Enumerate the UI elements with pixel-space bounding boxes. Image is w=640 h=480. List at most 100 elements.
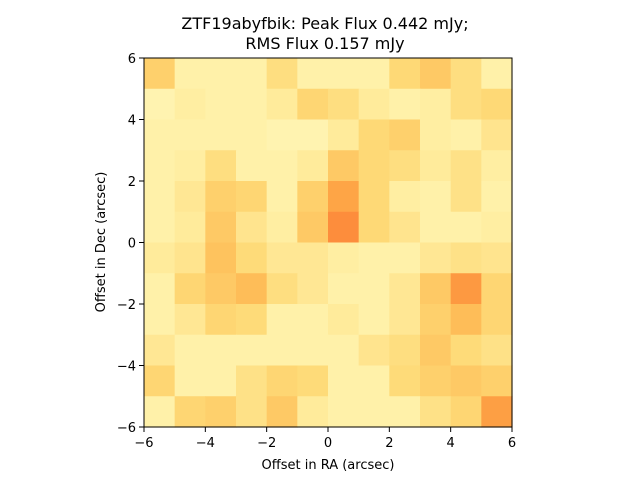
heatmap-cell [297, 88, 329, 121]
heatmap-cell [236, 273, 268, 305]
heatmap-cell [174, 304, 206, 336]
heatmap-cell [328, 273, 360, 305]
heatmap-cell [481, 304, 513, 336]
heatmap-cell [297, 58, 329, 90]
heatmap-cell [144, 88, 176, 121]
heatmap-cell [266, 181, 298, 213]
heatmap-cell [144, 273, 176, 305]
heatmap-cell [266, 273, 298, 305]
heatmap-cell [389, 365, 421, 397]
heatmap-cell [389, 334, 421, 367]
heatmap-cell [328, 119, 360, 151]
x-tick-label: −2 [257, 436, 276, 451]
heatmap-cell [450, 181, 482, 213]
heatmap-cell [420, 58, 452, 90]
heatmap-cell [358, 58, 390, 90]
heatmap-cell [236, 334, 268, 367]
x-axis-label: Offset in RA (arcsec) [262, 458, 395, 473]
heatmap-cell [174, 211, 206, 244]
x-tick-label: 2 [385, 436, 393, 451]
heatmap-cell [389, 211, 421, 244]
heatmap-cell [266, 150, 298, 182]
heatmap-cell [144, 150, 176, 182]
heatmap-cell [236, 211, 268, 244]
heatmap-cell [358, 273, 390, 305]
heatmap-cell [266, 334, 298, 367]
heatmap-cell [205, 181, 237, 213]
heatmap-cell [205, 334, 237, 367]
heatmap-cell [205, 119, 237, 151]
heatmap-cell [266, 88, 298, 121]
heatmap-cell [205, 396, 237, 428]
heatmap-cell [481, 211, 513, 244]
heatmap-cell [205, 58, 237, 90]
heatmap-cell [144, 334, 176, 367]
chart-title-line-2: RMS Flux 0.157 mJy [245, 34, 404, 53]
heatmap-cell [297, 273, 329, 305]
heatmap-cell [481, 396, 513, 428]
x-tick-label: 0 [324, 436, 332, 451]
heatmap-cell [389, 181, 421, 213]
heatmap-cell [358, 334, 390, 367]
heatmap-cell [450, 119, 482, 151]
heatmap-cell [236, 119, 268, 151]
heatmap-cell [144, 58, 176, 90]
heatmap-cell [358, 88, 390, 121]
heatmap-cell [420, 150, 452, 182]
heatmap-cell [450, 150, 482, 182]
heatmap-cell [174, 365, 206, 397]
y-axis-label: Offset in Dec (arcsec) [94, 172, 109, 313]
heatmap-cell [297, 211, 329, 244]
heatmap-cell [328, 365, 360, 397]
heatmap-cell [174, 58, 206, 90]
heatmap-cell [297, 396, 329, 428]
heatmap-cell [297, 365, 329, 397]
heatmap-cell [144, 396, 176, 428]
x-axis-ticks: −6 −4 −2 0 2 4 6 [134, 427, 516, 451]
heatmap-cell [297, 242, 329, 274]
heatmap-cell [328, 334, 360, 367]
heatmap-cell [389, 242, 421, 274]
heatmap-cell [450, 273, 482, 305]
heatmap-cell [420, 242, 452, 274]
heatmap-cell [420, 396, 452, 428]
heatmap-cell [481, 334, 513, 367]
heatmap-cell [420, 304, 452, 336]
heatmap-cell [174, 150, 206, 182]
heatmap-cell [236, 181, 268, 213]
heatmap-cell [174, 273, 206, 305]
heatmap-cell [420, 365, 452, 397]
heatmap-cell [389, 119, 421, 151]
heatmap-cell [205, 304, 237, 336]
heatmap-cell [481, 58, 513, 90]
heatmap-cell [481, 181, 513, 213]
heatmap-cell [144, 242, 176, 274]
heatmap-cell [266, 119, 298, 151]
heatmap-cell [297, 119, 329, 151]
heatmap-cell [481, 242, 513, 274]
heatmap-cells [144, 58, 513, 428]
heatmap-cell [389, 150, 421, 182]
heatmap-cell [205, 150, 237, 182]
heatmap-cell [358, 150, 390, 182]
heatmap-cell [389, 273, 421, 305]
heatmap-cell [236, 58, 268, 90]
x-tick-label: −4 [196, 436, 215, 451]
heatmap-cell [450, 88, 482, 121]
heatmap-cell [205, 273, 237, 305]
y-tick-label: −4 [117, 360, 136, 375]
heatmap-cell [266, 58, 298, 90]
heatmap-cell [144, 304, 176, 336]
heatmap-cell [358, 242, 390, 274]
heatmap-cell [144, 181, 176, 213]
heatmap-cell [389, 396, 421, 428]
y-tick-label: 0 [128, 237, 136, 252]
y-tick-label: −6 [117, 421, 136, 436]
heatmap-cell [481, 150, 513, 182]
heatmap-cell [328, 181, 360, 213]
heatmap-cell [358, 365, 390, 397]
heatmap-cell [481, 119, 513, 151]
y-tick-label: 6 [128, 52, 136, 67]
heatmap-cell [236, 304, 268, 336]
heatmap-cell [420, 211, 452, 244]
